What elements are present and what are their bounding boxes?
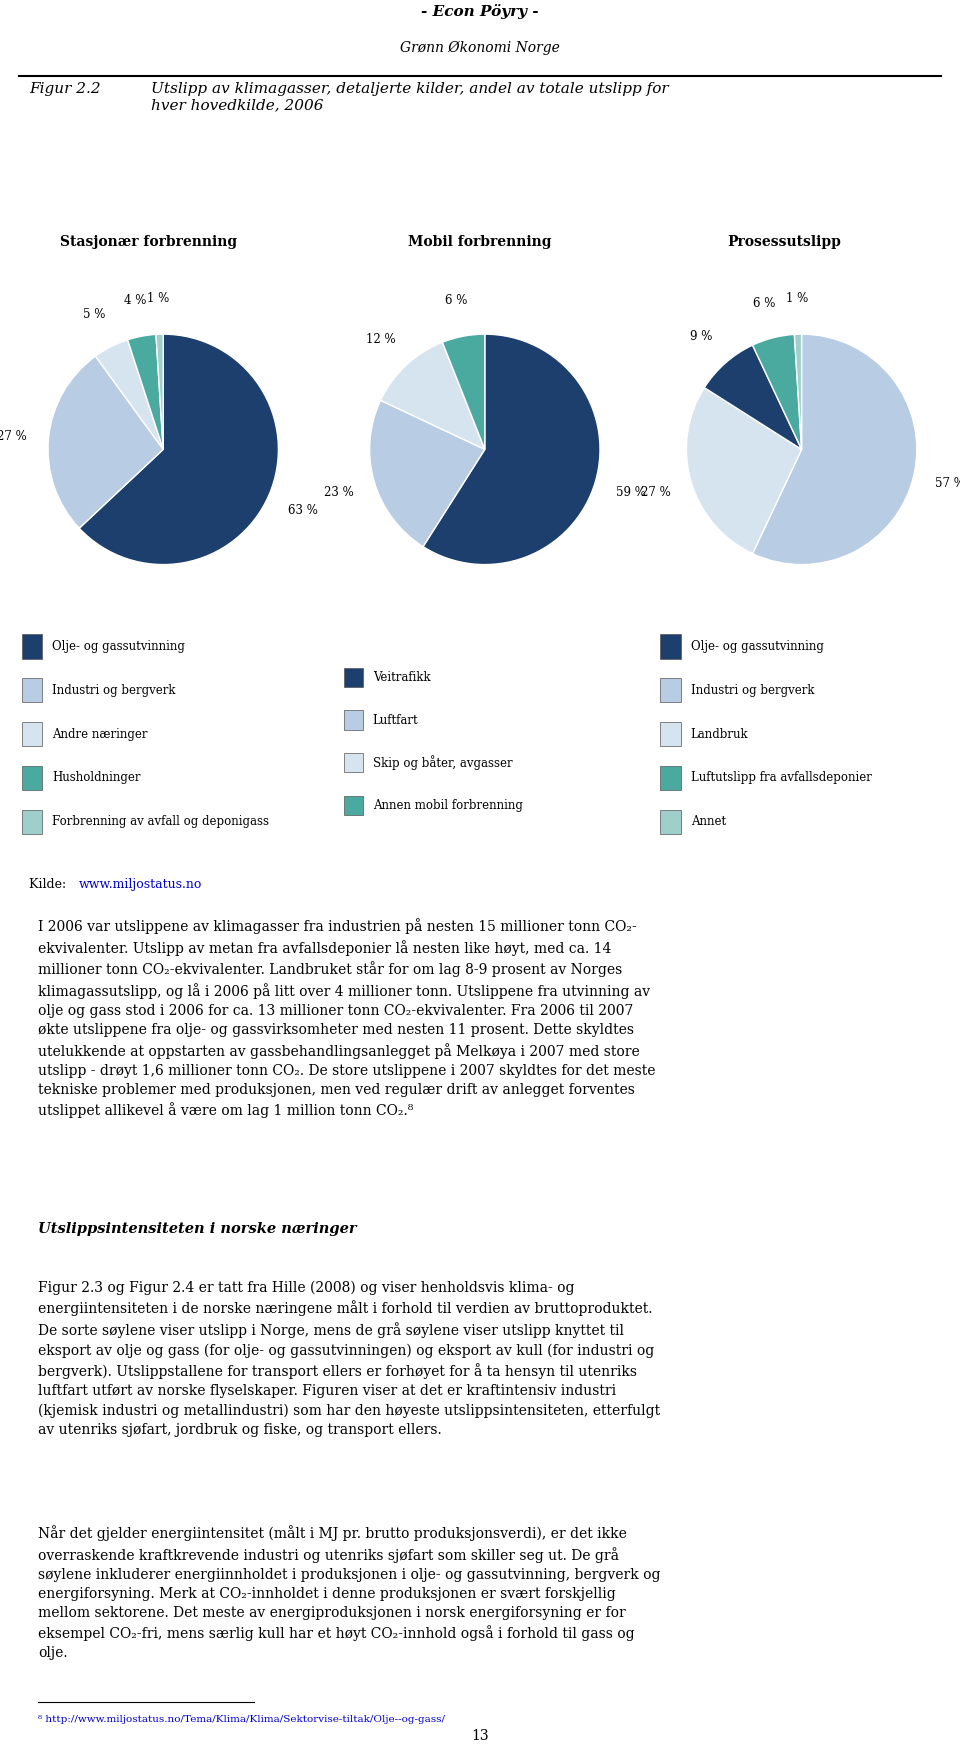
Text: 59 %: 59 % — [616, 486, 646, 498]
Bar — [344, 753, 363, 773]
Wedge shape — [423, 336, 600, 565]
Text: Stasjonær forbrenning: Stasjonær forbrenning — [60, 234, 237, 250]
Text: Industri og bergverk: Industri og bergverk — [691, 683, 814, 696]
Text: Prosessutslipp: Prosessutslipp — [727, 234, 841, 250]
Text: 63 %: 63 % — [288, 503, 318, 517]
Wedge shape — [48, 357, 163, 530]
Bar — [660, 635, 681, 659]
Text: Utslipp av klimagasser, detaljerte kilder, andel av totale utslipp for
hver hove: Utslipp av klimagasser, detaljerte kilde… — [151, 82, 668, 112]
Bar — [344, 797, 363, 816]
Wedge shape — [156, 336, 163, 449]
Wedge shape — [705, 346, 802, 449]
Text: Olje- og gassutvinning: Olje- og gassutvinning — [53, 640, 185, 652]
Text: 23 %: 23 % — [324, 486, 353, 498]
Text: 12 %: 12 % — [366, 332, 396, 346]
Text: Grønn Økonomi Norge: Grønn Økonomi Norge — [400, 40, 560, 56]
Text: Landbruk: Landbruk — [691, 727, 749, 739]
Text: Husholdninger: Husholdninger — [53, 771, 141, 785]
Text: 27 %: 27 % — [0, 430, 27, 442]
Text: Luftutslipp fra avfallsdeponier: Luftutslipp fra avfallsdeponier — [691, 771, 872, 785]
Text: 27 %: 27 % — [640, 486, 670, 498]
Text: Skip og båter, avgasser: Skip og båter, avgasser — [372, 755, 513, 769]
Text: Kilde:: Kilde: — [29, 877, 70, 890]
Text: Annen mobil forbrenning: Annen mobil forbrenning — [372, 799, 522, 811]
Text: Annet: Annet — [691, 815, 726, 829]
Wedge shape — [686, 388, 802, 554]
Text: Når det gjelder energiintensitet (målt i MJ pr. brutto produksjonsverdi), er det: Når det gjelder energiintensitet (målt i… — [38, 1524, 660, 1659]
Text: Luftfart: Luftfart — [372, 713, 419, 725]
Text: 1 %: 1 % — [147, 292, 170, 304]
Text: 1 %: 1 % — [785, 292, 808, 304]
Text: Figur 2.2: Figur 2.2 — [29, 82, 101, 96]
Text: Veitrafikk: Veitrafikk — [372, 671, 430, 683]
Text: Olje- og gassutvinning: Olje- og gassutvinning — [691, 640, 824, 652]
Text: Andre næringer: Andre næringer — [53, 727, 148, 739]
Text: 5 %: 5 % — [83, 308, 106, 322]
Text: Mobil forbrenning: Mobil forbrenning — [408, 234, 552, 250]
Text: Industri og bergverk: Industri og bergverk — [53, 683, 176, 696]
Bar — [22, 635, 42, 659]
Wedge shape — [443, 336, 485, 449]
Bar — [22, 811, 42, 834]
Wedge shape — [753, 336, 917, 565]
Bar — [344, 668, 363, 687]
Bar — [660, 678, 681, 703]
Text: www.miljostatus.no: www.miljostatus.no — [79, 877, 202, 890]
Text: Forbrenning av avfall og deponigass: Forbrenning av avfall og deponigass — [53, 815, 270, 829]
Wedge shape — [80, 336, 278, 565]
Text: 9 %: 9 % — [690, 330, 712, 343]
Wedge shape — [128, 336, 163, 449]
Bar — [660, 811, 681, 834]
Text: Utslippsintensiteten i norske næringer: Utslippsintensiteten i norske næringer — [38, 1222, 357, 1236]
Text: Figur 2.3 og Figur 2.4 er tatt fra Hille (2008) og viser henholdsvis klima- og
e: Figur 2.3 og Figur 2.4 er tatt fra Hille… — [38, 1280, 660, 1435]
Text: ⁸ http://www.miljostatus.no/Tema/Klima/Klima/Sektorvise-tiltak/Olje--og-gass/: ⁸ http://www.miljostatus.no/Tema/Klima/K… — [38, 1715, 445, 1724]
Text: 6 %: 6 % — [445, 294, 468, 308]
Bar — [22, 724, 42, 746]
Wedge shape — [95, 341, 163, 449]
Text: 6 %: 6 % — [753, 297, 775, 309]
Bar — [344, 711, 363, 731]
Text: 57 %: 57 % — [935, 477, 960, 489]
Wedge shape — [380, 343, 485, 449]
Bar — [22, 767, 42, 790]
Wedge shape — [753, 336, 802, 449]
Text: I 2006 var utslippene av klimagasser fra industrien på nesten 15 millioner tonn : I 2006 var utslippene av klimagasser fra… — [38, 918, 656, 1117]
Wedge shape — [370, 400, 485, 547]
Wedge shape — [794, 336, 802, 449]
Bar — [660, 724, 681, 746]
Bar — [660, 767, 681, 790]
Text: - Econ Pöyry -: - Econ Pöyry - — [421, 3, 539, 19]
Text: 4 %: 4 % — [124, 294, 146, 308]
Text: 13: 13 — [471, 1727, 489, 1743]
Bar — [22, 678, 42, 703]
